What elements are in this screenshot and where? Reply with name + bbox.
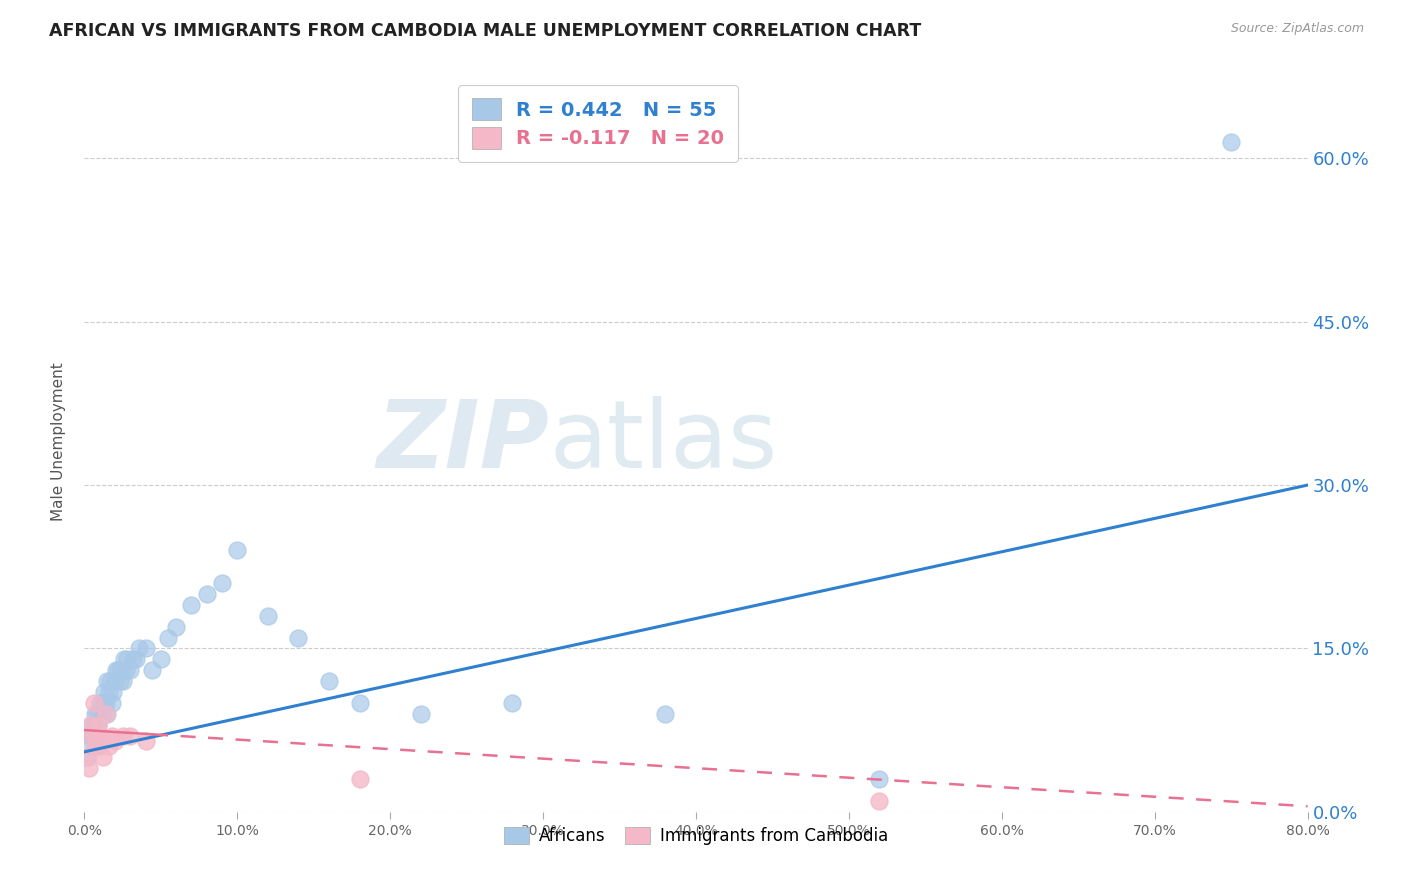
Point: [91, 706, 114, 721]
Point: [101, 696, 124, 710]
Point: [87, 717, 110, 731]
Point: [105, 663, 128, 677]
Point: [76, 750, 98, 764]
Point: [120, 663, 142, 677]
Point: [96, 706, 118, 721]
Point: [349, 696, 371, 710]
Y-axis label: Male Unemployment: Male Unemployment: [51, 362, 66, 521]
Point: [98, 674, 121, 689]
Point: [115, 652, 138, 666]
Point: [149, 652, 172, 666]
Point: [135, 641, 157, 656]
Point: [502, 696, 524, 710]
Point: [318, 674, 340, 689]
Point: [97, 685, 120, 699]
Point: [111, 674, 134, 689]
Point: [84, 717, 107, 731]
Point: [89, 739, 111, 754]
Point: [84, 739, 107, 754]
Point: [89, 696, 111, 710]
Point: [90, 696, 112, 710]
Point: [83, 696, 105, 710]
Point: [111, 729, 134, 743]
Point: [86, 706, 108, 721]
Point: [93, 685, 115, 699]
Legend: Africans, Immigrants from Cambodia: Africans, Immigrants from Cambodia: [496, 820, 896, 852]
Point: [79, 717, 101, 731]
Point: [107, 663, 129, 677]
Point: [83, 729, 105, 743]
Point: [90, 729, 112, 743]
Point: [91, 750, 114, 764]
Point: [101, 729, 124, 743]
Point: [86, 739, 108, 754]
Point: [141, 663, 163, 677]
Point: [93, 696, 115, 710]
Point: [257, 608, 280, 623]
Point: [409, 706, 432, 721]
Point: [77, 739, 100, 754]
Point: [869, 772, 891, 786]
Point: [86, 729, 108, 743]
Point: [287, 631, 309, 645]
Point: [1220, 135, 1243, 149]
Text: AFRICAN VS IMMIGRANTS FROM CAMBODIA MALE UNEMPLOYMENT CORRELATION CHART: AFRICAN VS IMMIGRANTS FROM CAMBODIA MALE…: [49, 22, 921, 40]
Point: [349, 772, 371, 786]
Point: [114, 663, 136, 677]
Text: Source: ZipAtlas.com: Source: ZipAtlas.com: [1230, 22, 1364, 36]
Point: [112, 652, 135, 666]
Point: [654, 706, 676, 721]
Point: [165, 619, 187, 633]
Point: [97, 739, 120, 754]
Point: [122, 652, 145, 666]
Point: [103, 685, 125, 699]
Point: [94, 706, 117, 721]
Point: [76, 750, 98, 764]
Point: [110, 663, 132, 677]
Point: [89, 706, 111, 721]
Point: [869, 794, 891, 808]
Text: ZIP: ZIP: [377, 395, 550, 488]
Point: [108, 674, 131, 689]
Point: [135, 734, 157, 748]
Point: [128, 641, 150, 656]
Point: [211, 576, 233, 591]
Point: [157, 631, 180, 645]
Point: [104, 674, 127, 689]
Point: [80, 717, 103, 731]
Point: [94, 696, 117, 710]
Point: [79, 729, 101, 743]
Point: [96, 674, 118, 689]
Point: [104, 734, 127, 748]
Point: [80, 729, 103, 743]
Text: atlas: atlas: [550, 395, 778, 488]
Point: [80, 729, 103, 743]
Point: [226, 543, 249, 558]
Point: [180, 598, 202, 612]
Point: [120, 729, 142, 743]
Point: [125, 652, 148, 666]
Point: [77, 761, 100, 775]
Point: [195, 587, 218, 601]
Point: [87, 717, 110, 731]
Point: [84, 706, 107, 721]
